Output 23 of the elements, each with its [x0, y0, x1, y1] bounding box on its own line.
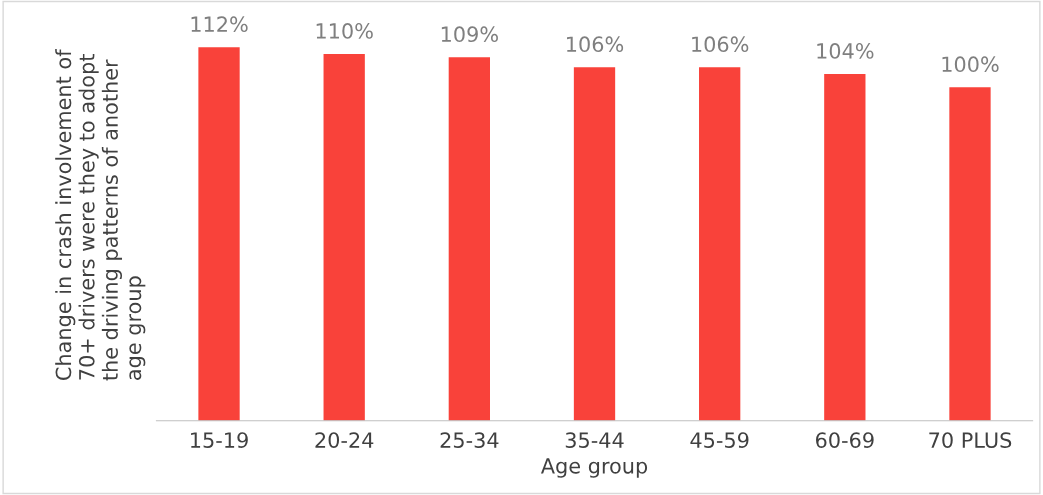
- data-label: 100%: [942, 56, 999, 73]
- data-label: 106%: [692, 36, 749, 53]
- y-axis-title: Change in crash involvement of 70+ drivers were they to adopt the driving patterns of another age group: [55, 49, 146, 381]
- bar: [949, 87, 991, 421]
- x-tick-label: 35-44: [565, 432, 624, 448]
- x-tick-label: 60-69: [816, 432, 874, 448]
- x-tick-label: 20-24: [315, 432, 374, 448]
- x-tick-label: 45-59: [690, 432, 749, 448]
- data-label: 112%: [191, 16, 248, 33]
- x-axis-title: Age group: [540, 458, 648, 478]
- x-tick-label: 25-34: [440, 432, 499, 448]
- data-label: 109%: [441, 26, 498, 43]
- bar: [824, 73, 866, 421]
- x-tick-label: 15-19: [191, 432, 248, 448]
- data-label: 106%: [567, 36, 624, 53]
- data-label: 110%: [316, 23, 373, 39]
- bar: [699, 67, 741, 421]
- bar: [573, 67, 616, 421]
- bar: [198, 47, 240, 421]
- x-tick-label: 70 PLUS: [929, 432, 1012, 448]
- bar: [323, 53, 365, 421]
- bar: [448, 57, 490, 421]
- data-label: 104%: [817, 43, 874, 59]
